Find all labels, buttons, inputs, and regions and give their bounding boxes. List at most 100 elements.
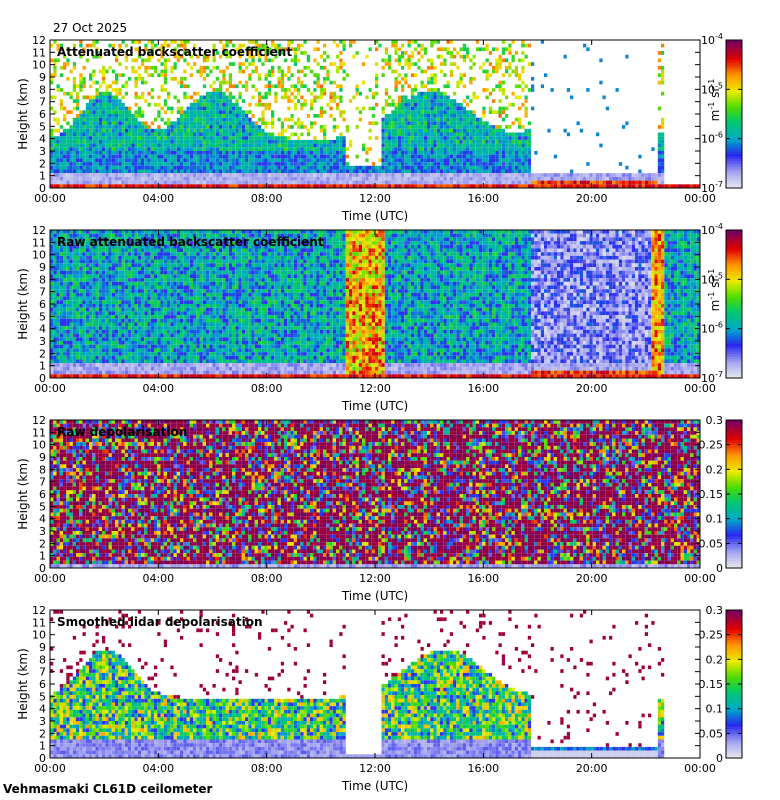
heatmap-cell [111,355,116,360]
heatmap-cell [284,154,288,159]
heatmap-cell [150,158,155,163]
heatmap-cell [258,125,262,129]
heatmap-cell [63,165,67,170]
heatmap-cell [50,252,54,256]
heatmap-cell [384,184,389,188]
heatmap-cell [56,230,60,234]
heatmap-cell [108,270,112,275]
heatmap-cell [417,132,421,137]
heatmap-cell [105,125,109,129]
heatmap-cell [410,136,415,140]
heatmap-cell [277,51,281,55]
heatmap-cell [280,147,285,151]
heatmap-cell [215,99,220,103]
heatmap-cell [397,139,402,144]
heatmap-cell [248,176,252,181]
heatmap-cell [306,88,311,92]
heatmap-cell [128,151,132,155]
heatmap-cell [141,132,145,137]
heatmap-cell [293,58,298,63]
heatmap-cell [436,125,441,129]
heatmap-cell [85,267,90,271]
heatmap-cell [202,180,207,185]
heatmap-cell [544,173,548,177]
colorbar-segment [726,153,742,157]
heatmap-cell [241,158,246,163]
heatmap-cell [102,341,106,345]
heatmap-cell [453,99,457,103]
heatmap-cell [293,51,298,55]
heatmap-cell [89,296,93,301]
heatmap-cell [189,158,194,163]
heatmap-cell [118,136,122,140]
heatmap-cell [50,106,54,111]
heatmap-cell [258,77,262,81]
heatmap-cell [290,99,294,103]
heatmap-cell [508,143,512,148]
heatmap-cell [108,304,112,308]
heatmap-cell [261,165,265,170]
heatmap-cell [163,88,168,92]
heatmap-cell [134,47,138,52]
heatmap-cell [82,344,86,349]
heatmap-cell [524,176,528,181]
heatmap-cell [238,121,242,126]
heatmap-cell [612,184,616,188]
heatmap-cell [50,270,54,275]
heatmap-cell [391,173,395,177]
heatmap-cell [56,158,60,163]
heatmap-cell [222,139,226,144]
heatmap-cell [433,151,437,155]
heatmap-cell [297,180,301,185]
heatmap-cell [407,147,411,151]
heatmap-cell [492,132,496,137]
heatmap-cell [66,348,70,353]
heatmap-cell [131,151,135,155]
heatmap-cell [76,304,80,308]
heatmap-cell [118,128,122,133]
heatmap-cell [63,322,67,327]
heatmap-cell [355,165,359,170]
heatmap-cell [225,176,229,181]
heatmap-cell [339,143,343,148]
heatmap-cell [475,121,480,126]
heatmap-cell [66,180,70,185]
heatmap-cell [453,151,457,155]
heatmap-cell [596,173,600,177]
heatmap-cell [264,54,268,59]
heatmap-cell [66,374,70,378]
heatmap-cell [241,128,246,133]
heatmap-cell [72,322,77,327]
heatmap-cell [63,147,67,151]
heatmap-cell [375,47,379,52]
heatmap-cell [134,121,138,126]
heatmap-cell [404,139,408,144]
heatmap-cell [329,99,333,103]
heatmap-cell [196,132,200,137]
heatmap-cell [488,165,493,170]
heatmap-cell [297,99,301,103]
heatmap-cell [381,106,385,111]
heatmap-cell [53,233,57,238]
heatmap-cell [511,147,515,151]
heatmap-cell [89,304,93,308]
heatmap-cell [102,274,106,279]
heatmap-cell [92,180,96,185]
heatmap-cell [641,176,645,181]
heatmap-cell [336,184,340,188]
heatmap-cell [76,233,80,238]
heatmap-cell [521,184,525,188]
heatmap-cell [98,147,103,151]
heatmap-cell [427,91,431,96]
heatmap-cell [427,117,431,122]
heatmap-cell [449,154,454,159]
heatmap-cell [56,366,60,371]
heatmap-cell [209,169,213,174]
heatmap-cell [410,162,415,166]
heatmap-cell [306,173,311,177]
heatmap-cell [423,165,428,170]
heatmap-cell [144,43,148,48]
heatmap-cell [69,154,73,159]
heatmap-cell [180,173,184,177]
heatmap-cell [271,43,275,48]
